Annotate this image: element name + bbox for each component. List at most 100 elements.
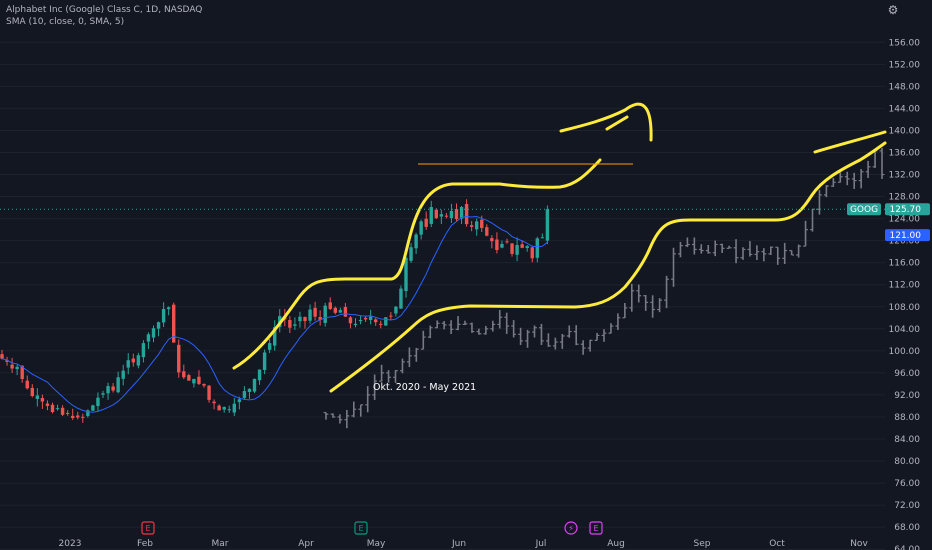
x-tick-label: Mar: [212, 539, 229, 549]
candle-body: [540, 237, 545, 239]
price-axis[interactable]: 64.00 68.00 72.00 76.00 80.00 84.00 88.00 92.00…: [889, 38, 921, 550]
candle-body: [121, 370, 125, 379]
price-marker-tag: [885, 229, 930, 242]
candle-body: [368, 316, 373, 320]
y-tick-label: 68.00: [894, 523, 920, 533]
trendline-drawing[interactable]: [559, 102, 653, 142]
candle-body: [505, 241, 509, 243]
candle-body: [116, 377, 120, 393]
candle-body: [0, 354, 4, 359]
y-tick-label: 84.00: [894, 435, 920, 445]
y-tick-label: 100.00: [889, 347, 921, 357]
candle-body: [475, 221, 479, 230]
candle-body: [439, 214, 444, 217]
symbol-tag-label: GOOG: [850, 205, 878, 215]
event-marker[interactable]: ⚡: [564, 521, 578, 535]
candle-body: [358, 319, 363, 322]
grid: [0, 41, 885, 550]
candle-body: [384, 317, 388, 326]
candle-body: [71, 415, 75, 419]
candle-body: [389, 315, 393, 317]
trendline-drawing[interactable]: [813, 130, 887, 154]
candle-body: [131, 358, 135, 363]
candle-body: [267, 343, 272, 350]
candle-body: [449, 210, 454, 219]
candle-body: [288, 319, 292, 328]
trendline-drawing[interactable]: [329, 141, 887, 393]
candle-body: [363, 317, 368, 320]
candle-body: [217, 405, 221, 411]
candle-body: [182, 371, 186, 378]
time-axis[interactable]: 2023 Feb Mar Apr May Jun Jul Aug Sep Oct Nov: [59, 539, 869, 549]
trendline-drawing[interactable]: [232, 158, 602, 370]
candle-body: [101, 393, 105, 395]
candle-body: [30, 387, 34, 397]
y-tick-label: 152.00: [889, 60, 921, 70]
y-tick-label: 72.00: [894, 501, 920, 511]
candle-body: [328, 302, 332, 309]
event-marker[interactable]: E: [141, 521, 155, 535]
candle-body: [237, 399, 242, 403]
candle-body: [247, 388, 252, 392]
candle-body: [520, 244, 524, 248]
candle-body: [348, 317, 353, 324]
y-tick-label: 140.00: [889, 126, 921, 136]
candle-body: [495, 239, 499, 251]
x-tick-label: May: [367, 539, 386, 549]
y-tick-label: 156.00: [889, 38, 921, 48]
event-marker-box: [354, 521, 368, 535]
candle-body: [197, 376, 201, 384]
y-tick-label: 92.00: [894, 391, 920, 401]
candle-body: [5, 360, 9, 362]
candle-body: [469, 225, 474, 227]
y-tick-label: 132.00: [889, 171, 921, 181]
candle-body: [454, 208, 459, 220]
y-tick-label: 148.00: [889, 82, 921, 92]
sma-line: [1, 215, 548, 413]
candle-body: [45, 403, 50, 406]
candle-body: [232, 403, 236, 413]
candle-body: [15, 366, 19, 370]
candle-body: [444, 215, 449, 217]
settings-gear-icon[interactable]: ⚙: [887, 3, 899, 17]
price-marker-label: 121.00: [890, 231, 922, 241]
candle-body: [146, 334, 151, 342]
indicator-label[interactable]: SMA (10, close, 0, SMA, 5): [6, 17, 125, 27]
last-price-label: 125.70: [890, 205, 922, 215]
annotation-text: Okt. 2020 - May 2021: [373, 382, 476, 393]
candle-body: [485, 227, 489, 236]
candle-body: [343, 307, 348, 317]
candle-body: [76, 415, 80, 418]
candle-body: [490, 238, 494, 242]
candle-body: [515, 245, 519, 255]
candle-body: [222, 407, 226, 410]
candle-body: [227, 409, 231, 411]
candle-body: [404, 257, 408, 292]
candle-body: [212, 401, 216, 404]
chart-title: Alphabet Inc (Google) Class C, 1D, NASDA…: [6, 5, 203, 15]
event-markers[interactable]: E E ⚡ E: [141, 521, 603, 535]
trendline-drawing[interactable]: [605, 115, 629, 131]
candle-body: [424, 218, 428, 227]
event-marker-label: E: [358, 524, 363, 533]
candle-body: [323, 305, 327, 323]
event-marker[interactable]: E: [589, 521, 603, 535]
candle-body: [298, 316, 302, 322]
candle-body: [161, 308, 166, 323]
candle-body: [409, 247, 413, 261]
candle-body: [353, 323, 358, 326]
candle-body: [313, 307, 317, 317]
candle-body: [86, 410, 90, 416]
x-tick-label: Jun: [451, 539, 466, 549]
y-tick-label: 124.00: [889, 215, 921, 225]
x-tick-label: Feb: [137, 539, 153, 549]
candle-body: [293, 324, 297, 326]
drawings[interactable]: Okt. 2020 - May 2021: [0, 102, 887, 393]
y-tick-label: 96.00: [894, 369, 920, 379]
candle-body: [459, 207, 464, 219]
candle-body: [434, 209, 438, 219]
candle-body: [55, 408, 60, 410]
event-marker[interactable]: E: [354, 521, 368, 535]
y-tick-label: 128.00: [889, 193, 921, 203]
